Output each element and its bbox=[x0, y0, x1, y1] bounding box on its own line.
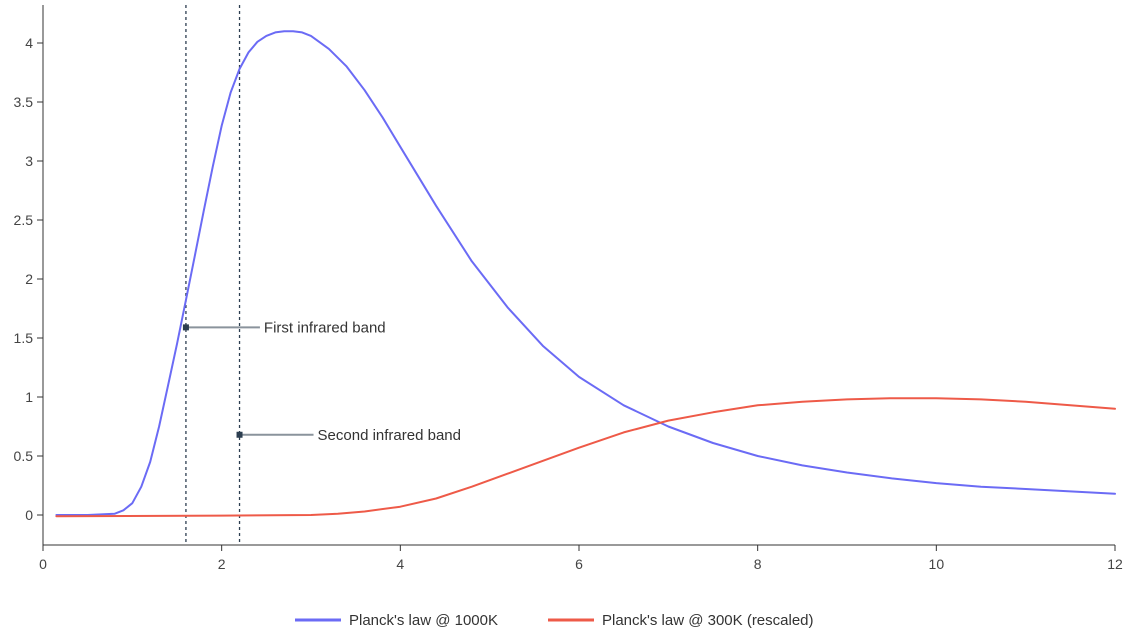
legend-label-300k: Planck's law @ 300K (rescaled) bbox=[602, 612, 814, 629]
series-line-300k bbox=[55, 397, 1116, 518]
x-tick-label: 4 bbox=[396, 556, 404, 572]
annotations: First infrared band Second infrared band bbox=[182, 319, 461, 444]
y-tick-label: 3 bbox=[25, 153, 33, 169]
x-tick-label: 0 bbox=[39, 556, 47, 572]
y-tick-label: 2.5 bbox=[14, 212, 34, 228]
series-layer bbox=[55, 30, 1116, 518]
annotation-marker-1 bbox=[182, 324, 189, 331]
y-tick-label: 0.5 bbox=[14, 448, 34, 464]
x-tick-label: 8 bbox=[754, 556, 762, 572]
y-tick-label: 2 bbox=[25, 271, 33, 287]
annotation-label-1: First infrared band bbox=[264, 319, 386, 336]
x-tick-label: 10 bbox=[929, 556, 945, 572]
x-tick-label: 6 bbox=[575, 556, 583, 572]
y-tick-label: 0 bbox=[25, 507, 33, 523]
y-tick-label: 1.5 bbox=[14, 330, 34, 346]
annotation-label-2: Second infrared band bbox=[318, 427, 461, 444]
legend: Planck's law @ 1000K Planck's law @ 300K … bbox=[295, 612, 814, 629]
y-tick-label: 1 bbox=[25, 389, 33, 405]
axes: 0 2 4 6 8 10 12 0 0.5 1 1.5 2 2.5 3 3.5 4 bbox=[14, 5, 1123, 572]
x-tick-label: 12 bbox=[1107, 556, 1123, 572]
legend-label-1000k: Planck's law @ 1000K bbox=[349, 612, 498, 629]
annotation-marker-2 bbox=[236, 431, 243, 438]
x-tick-label: 2 bbox=[218, 556, 226, 572]
series-line-1000k bbox=[55, 30, 1116, 516]
band-guides bbox=[185, 5, 241, 545]
y-tick-label: 3.5 bbox=[14, 94, 34, 110]
y-tick-label: 4 bbox=[25, 35, 33, 51]
